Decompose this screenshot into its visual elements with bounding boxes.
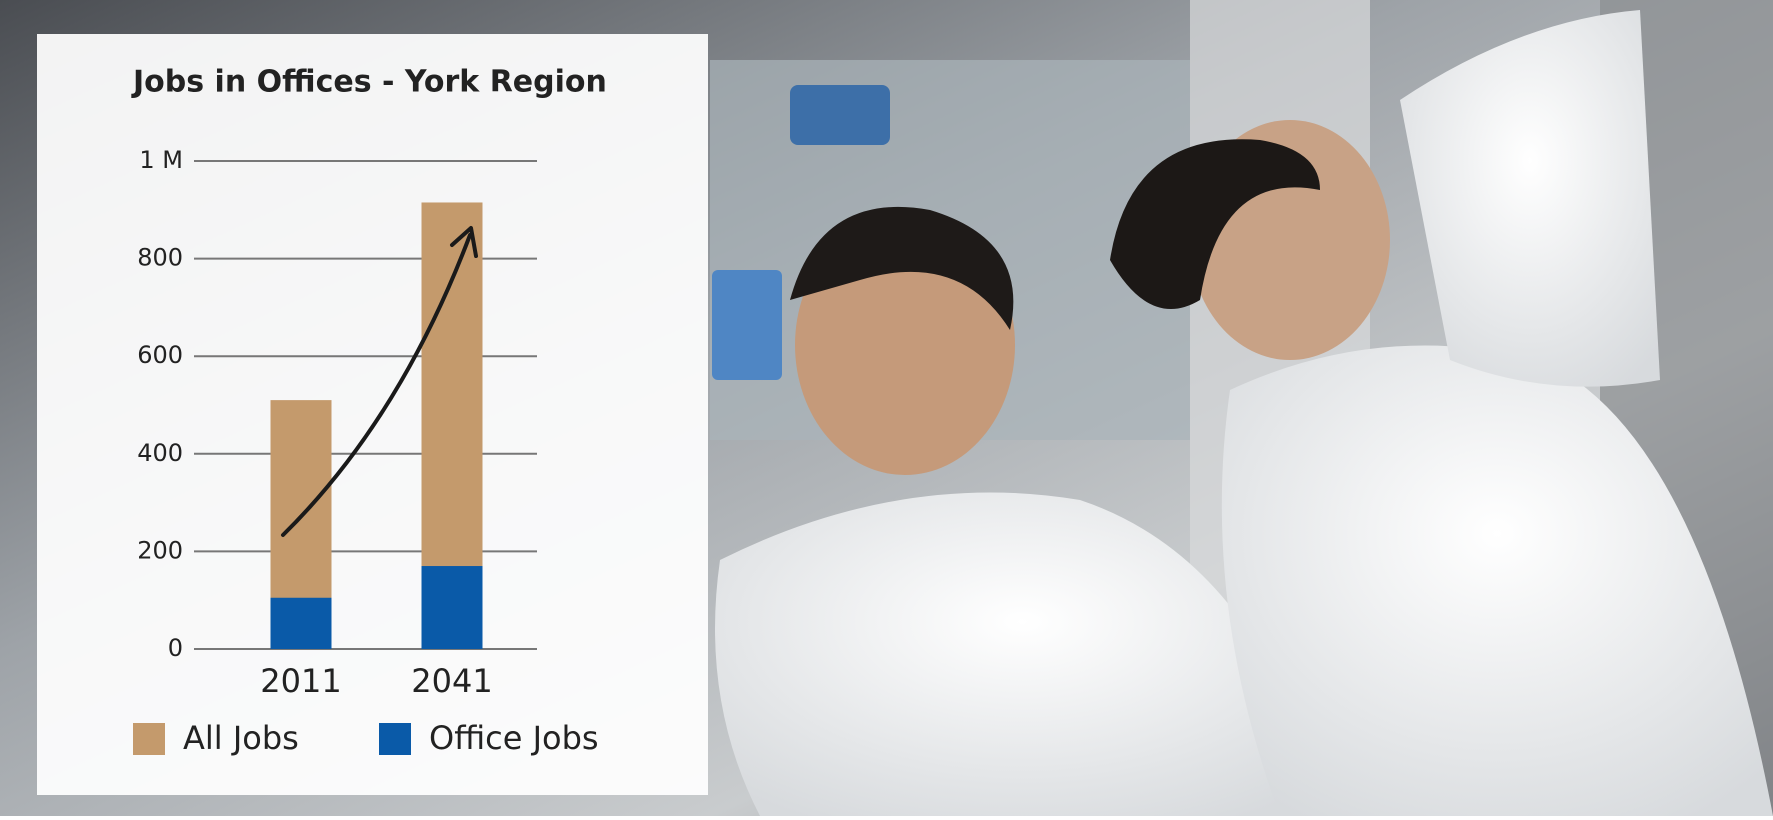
y-tick-label: 600 <box>137 341 183 369</box>
chart: Jobs in Offices - York Region 0 200 400 600… <box>131 65 607 758</box>
trend-arrowhead <box>450 226 478 258</box>
y-tick-label: 0 <box>168 634 183 662</box>
y-tick-label: 200 <box>137 536 183 564</box>
y-tick-label: 400 <box>137 439 183 467</box>
legend-swatch <box>133 723 165 755</box>
y-tick-label: 1 M <box>139 146 183 174</box>
legend-label: Office Jobs <box>429 719 599 757</box>
legend-swatch <box>379 723 411 755</box>
bar <box>270 597 332 649</box>
legend-label: All Jobs <box>183 719 299 757</box>
x-tick-label: 2041 <box>411 662 492 700</box>
chart-title: Jobs in Offices - York Region <box>131 65 607 100</box>
bar <box>421 566 483 649</box>
y-tick-label: 800 <box>137 244 183 272</box>
chart-panel <box>37 34 708 795</box>
x-tick-label: 2011 <box>260 662 341 700</box>
trend-arrow <box>281 233 472 537</box>
